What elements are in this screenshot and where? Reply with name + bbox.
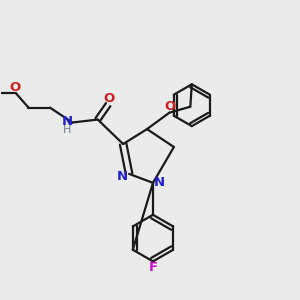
Text: N: N <box>117 170 128 183</box>
Text: F: F <box>148 262 158 275</box>
Text: N: N <box>61 115 73 128</box>
Text: N: N <box>153 176 164 189</box>
Text: O: O <box>165 100 176 113</box>
Text: O: O <box>10 81 21 94</box>
Text: H: H <box>63 125 71 135</box>
Text: O: O <box>103 92 114 105</box>
